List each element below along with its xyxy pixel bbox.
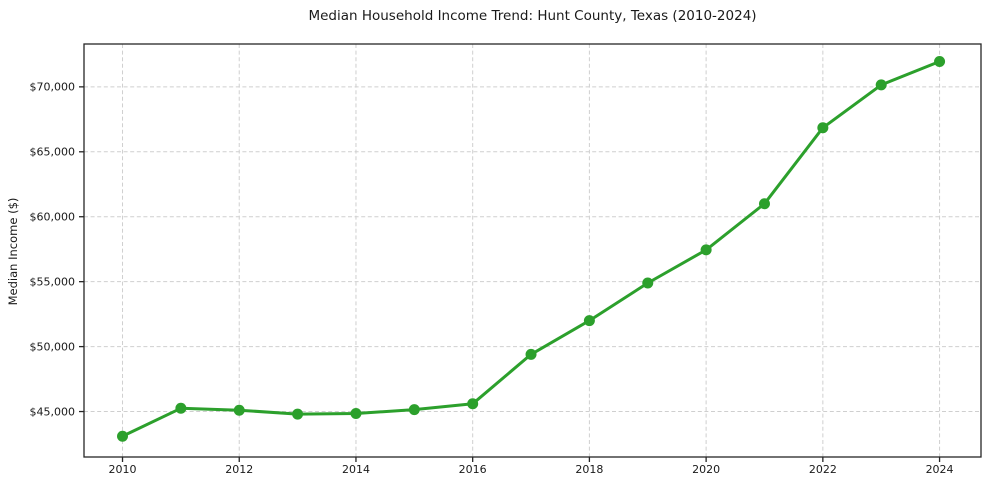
data-point-2010 <box>117 430 129 442</box>
data-point-2015 <box>408 404 420 416</box>
y-tick-label-70000: $70,000 <box>30 81 76 94</box>
x-tick-label-2024: 2024 <box>926 463 954 476</box>
data-point-2019 <box>642 277 654 289</box>
x-tick-label-2010: 2010 <box>109 463 137 476</box>
data-point-2018 <box>583 315 595 327</box>
plot-border <box>83 43 982 458</box>
y-tick-label-50000: $50,000 <box>30 340 76 353</box>
y-tick-label-60000: $60,000 <box>30 211 76 224</box>
data-point-2021 <box>758 198 770 210</box>
data-point-2023 <box>875 79 887 91</box>
y-tick-label-45000: $45,000 <box>30 405 76 418</box>
x-tick-label-2022: 2022 <box>809 463 837 476</box>
x-tick-label-2018: 2018 <box>575 463 603 476</box>
data-point-2011 <box>175 402 187 414</box>
data-point-2022 <box>817 122 829 134</box>
series-line-median-household-income <box>121 60 942 438</box>
data-point-2012 <box>233 404 245 416</box>
x-tick-label-2012: 2012 <box>225 463 253 476</box>
x-tick-label-2016: 2016 <box>459 463 487 476</box>
y-tick-label-65000: $65,000 <box>30 146 76 159</box>
data-point-2020 <box>700 244 712 256</box>
chart-title: Median Household Income Trend: Hunt Coun… <box>308 8 757 24</box>
x-tick-label-2014: 2014 <box>342 463 370 476</box>
data-point-2013 <box>292 408 304 420</box>
y-tick-label-55000: $55,000 <box>30 275 76 288</box>
x-tick-label-2020: 2020 <box>692 463 720 476</box>
data-point-2016 <box>467 398 479 410</box>
data-point-2024 <box>934 56 946 68</box>
data-point-2014 <box>350 407 362 419</box>
data-point-2017 <box>525 348 537 360</box>
